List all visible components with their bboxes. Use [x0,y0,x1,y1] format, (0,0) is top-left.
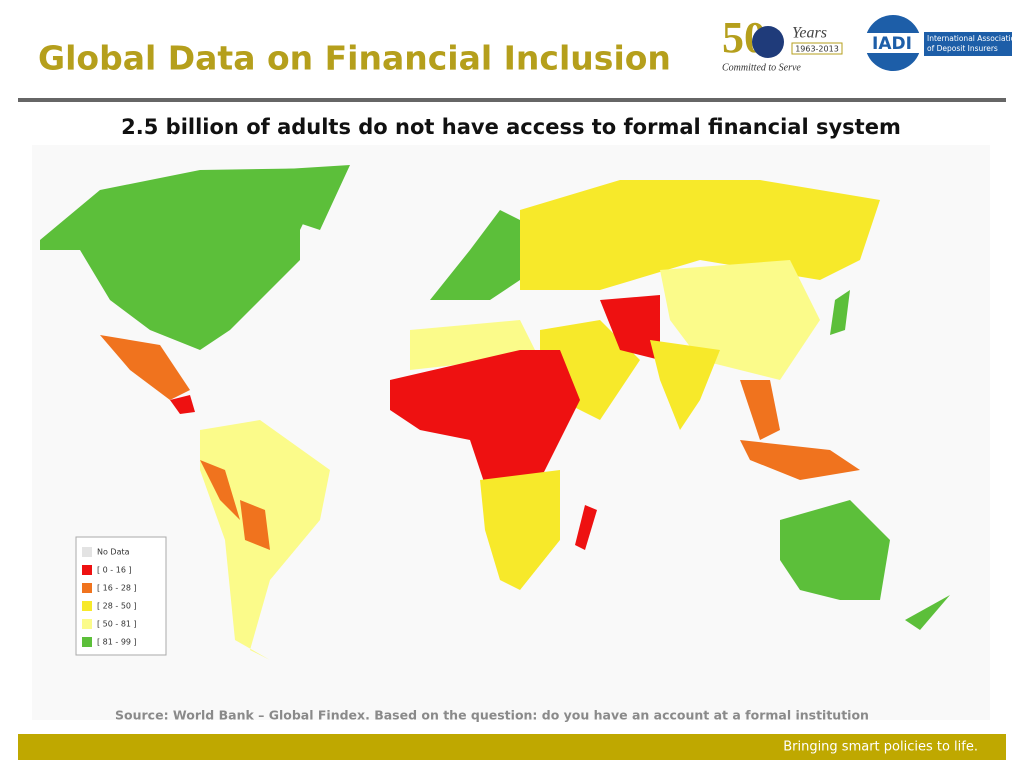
iadi-acronym: IADI [872,34,912,54]
legend-swatch [82,583,92,593]
logo-years: Years [792,25,827,42]
legend-swatch [82,547,92,557]
iadi-band [862,33,922,53]
logo-seal [752,26,784,58]
logo-span-box [791,42,843,55]
region-greenland [270,165,350,230]
world-map [32,145,990,720]
region-india [650,340,720,430]
iadi-name-line1: International Association [927,34,1020,43]
region-mexico [100,335,190,400]
legend-label: [ 81 - 99 ] [97,638,137,647]
legend-label: [ 28 - 50 ] [97,602,137,611]
iadi-name-line2: of Deposit Insurers [927,44,998,53]
header-rule [18,98,1006,102]
logo-span: 1963-2013 [795,45,839,54]
region-southeast-asia [740,380,780,440]
legend-label: No Data [97,548,130,557]
region-bolivia [240,500,270,550]
legend: No Data [ 0 - 16 ] [ 16 - 28 ] [ 28 - 50 ] [… [75,536,167,656]
region-indonesia [740,440,860,480]
region-south-central-asia [600,295,660,360]
region-north-america [40,168,330,350]
iadi-logo: IADI International Association of Deposi… [862,15,1020,71]
subtitle: 2.5 billion of adults do not have access… [121,115,901,139]
region-madagascar [575,505,597,550]
slide-title: Global Data on Financial Inclusion [38,39,671,78]
legend-swatch [82,601,92,611]
source-note: Source: World Bank – Global Findex. Base… [115,708,869,723]
region-australia [780,500,890,600]
region-new-zealand [905,595,950,630]
region-japan [830,290,850,335]
anniversary-logo: 50 Years 1963-2013 Committed to Serve [722,13,843,73]
footer-tagline: Bringing smart policies to life. [783,740,978,755]
legend-label: [ 50 - 81 ] [97,620,137,629]
region-europe [430,210,520,300]
region-peru [200,460,240,520]
logo-motto: Committed to Serve [722,62,801,73]
region-southern-africa [480,470,560,590]
legend-swatch [82,565,92,575]
footer-bar [18,734,1006,760]
legend-swatch [82,619,92,629]
iadi-name-box [924,32,1012,56]
region-central-america [170,395,195,414]
region-central-africa [390,350,580,500]
legend-swatch [82,637,92,647]
legend-label: [ 16 - 28 ] [97,584,137,593]
legend-label: [ 0 - 16 ] [97,566,132,575]
